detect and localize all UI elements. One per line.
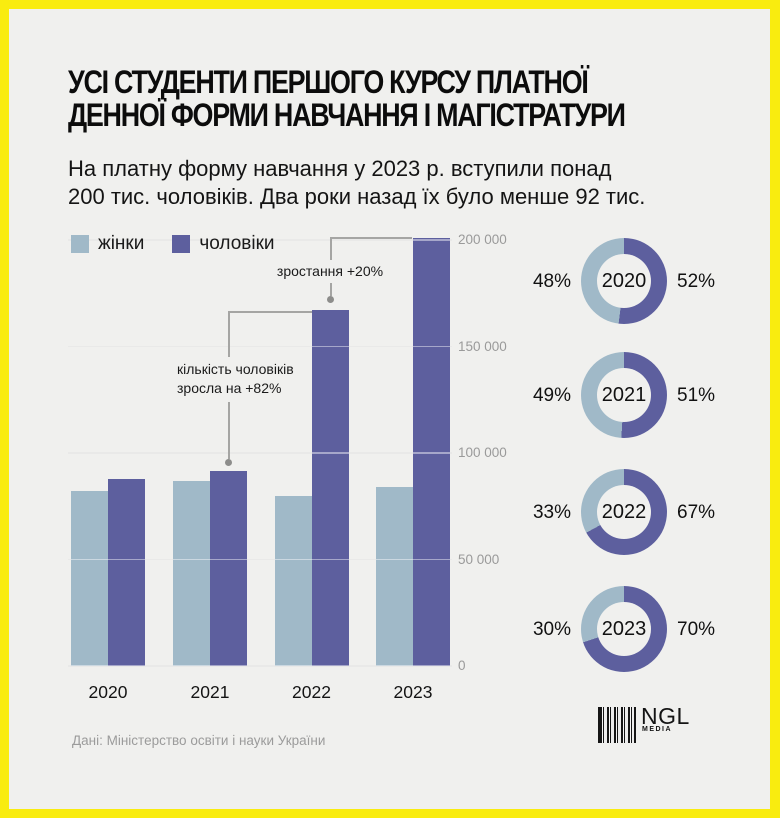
bar-men-2023: [413, 237, 450, 666]
annotation-82-label-line-2: зросла на +82%: [177, 380, 282, 396]
donut-hole: [597, 602, 651, 656]
annotation-82-dot: [225, 459, 232, 466]
gridline: [68, 452, 452, 454]
bar-women-2021: [173, 480, 210, 666]
gridline: [68, 345, 452, 348]
donut-women-percent-2023: 30%: [532, 619, 571, 640]
gridline: [68, 558, 452, 561]
gridline: [68, 239, 452, 241]
y-axis-tick-label: 100 000: [458, 445, 507, 460]
y-axis-tick-label: 150 000: [458, 338, 507, 354]
donut-chart-2023: 2023: [581, 586, 667, 672]
donut-men-percent-2021: 51%: [677, 385, 716, 406]
annotation-82-label-line-1: кількість чоловіків: [177, 361, 294, 377]
ngl-logo-text: NGL: [641, 703, 690, 729]
legend-women-label: жінки: [98, 233, 145, 254]
gridline-overlay: [68, 558, 452, 561]
legend-item-men: чоловіки: [172, 233, 275, 255]
bar-women-2023: [376, 487, 413, 666]
donut-hole: [597, 485, 651, 539]
annotation-82-connector-vertical-top: [228, 311, 230, 357]
gridline-overlay: [68, 345, 452, 348]
gridline-overlay: [68, 239, 452, 241]
donut-men-percent-2023: 70%: [677, 619, 716, 640]
bar-men-2022: [311, 310, 349, 666]
x-axis-label-2020: 2020: [88, 682, 128, 702]
donut-women-percent-2021: 49%: [532, 385, 571, 406]
bar-men-2021: [210, 471, 247, 666]
donut-chart-2021: 2021: [581, 352, 667, 438]
annotation-20-connector-vertical-bottom: [330, 283, 332, 296]
x-axis-label-2021: 2021: [190, 682, 230, 702]
chart-legend: жінки чоловіки: [71, 233, 275, 255]
annotation-82-connector-horizontal: [228, 311, 312, 313]
bar-women-2022: [274, 495, 312, 666]
annotation-20-connector-horizontal: [330, 237, 412, 239]
y-axis-tick-label: 0: [458, 658, 466, 673]
legend-men-label: чоловіки: [199, 233, 275, 254]
ngl-logo-subtext: MEDIA: [642, 726, 673, 733]
donut-men-percent-2020: 52%: [677, 271, 716, 292]
annotation-20-connector-vertical-top: [330, 237, 332, 260]
data-source-caption: Дані: Міністерство освіти і науки Україн…: [72, 733, 326, 748]
ngl-media-logo-icon: [598, 707, 636, 743]
donut-hole: [597, 368, 651, 422]
donut-hole: [597, 254, 651, 308]
donut-chart-2022: 2022: [581, 469, 667, 555]
legend-item-women: жінки: [71, 233, 144, 255]
x-axis-label-2022: 2022: [292, 682, 331, 702]
donut-men-percent-2022: 67%: [677, 502, 716, 523]
gridline-overlay: [68, 452, 452, 454]
donut-year-label: 2023: [601, 617, 647, 640]
donut-year-label: 2022: [601, 500, 647, 523]
donut-year-label: 2020: [601, 269, 647, 292]
y-axis-tick-label: 50 000: [458, 551, 500, 567]
annotation-20-label: зростання +20%: [276, 263, 384, 279]
gridline: [68, 665, 452, 667]
title-line-1: УСІ СТУДЕНТИ ПЕРШОГО КУРСУ ПЛАТНОЇ: [68, 64, 589, 100]
donut-women-percent-2020: 48%: [532, 271, 571, 292]
annotation-20-dot: [327, 296, 334, 303]
donut-women-percent-2022: 33%: [532, 502, 571, 523]
men-color-swatch: [172, 235, 191, 253]
title-line-2: ДЕННОЇ ФОРМИ НАВЧАННЯ І МАГІСТРАТУРИ: [68, 97, 626, 133]
bar-women-2020: [71, 491, 108, 666]
y-axis-tick-label: 200 000: [458, 232, 507, 247]
donut-year-label: 2021: [601, 383, 647, 406]
x-axis-label-2023: 2023: [393, 682, 433, 702]
subtitle-line-2: 200 тис. чоловіків. Два роки назад їх бу…: [68, 184, 646, 209]
annotation-82-connector-vertical-bottom: [228, 402, 230, 459]
subtitle-line-1: На платну форму навчання у 2023 р. вступ…: [68, 156, 612, 181]
bar-men-2020: [108, 478, 145, 666]
women-color-swatch: [71, 235, 89, 253]
gridline-overlay: [68, 665, 452, 667]
donut-chart-2020: 2020: [581, 238, 667, 324]
